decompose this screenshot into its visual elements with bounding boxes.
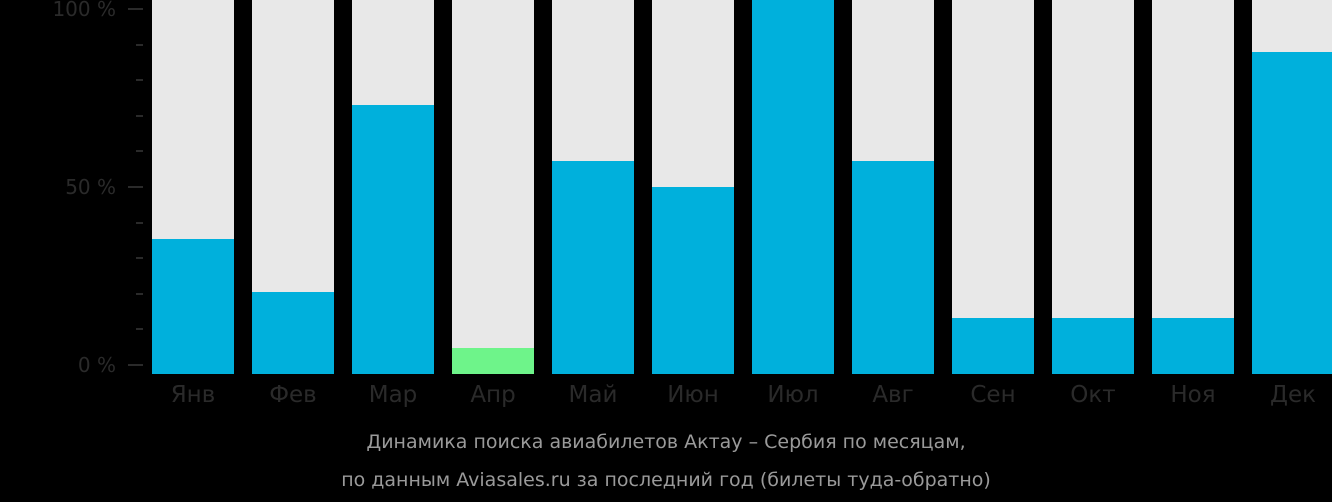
bar-Фев [252,0,334,374]
bar-Апр [452,0,534,374]
y-tick-label: 50 % [65,175,116,199]
x-tick-label: Янв [170,382,216,408]
minor-tick [136,257,143,260]
bar-value [1152,317,1234,374]
bar-Окт [1052,0,1134,374]
x-tick-label: Май [568,382,618,408]
bar-value [552,160,634,374]
major-tick [128,8,143,10]
x-tick-label: Окт [1070,382,1116,408]
x-tick-label: Авг [872,382,914,408]
x-tick-label: Апр [470,382,516,408]
bar-value [852,160,934,374]
x-tick-label: Мар [368,382,418,408]
major-tick [128,186,143,188]
bar-Июл [752,0,834,374]
bar-Янв [152,0,234,374]
bar-value [652,187,734,374]
bar-Дек [1252,0,1332,374]
x-tick-label: Ноя [1170,382,1216,408]
minor-tick [136,221,143,224]
minor-tick [136,292,143,295]
bar-Ноя [1152,0,1234,374]
minor-tick [136,43,143,46]
x-tick-label: Июл [767,382,819,408]
bar-Июн [652,0,734,374]
bar-Мар [352,0,434,374]
x-tick-label: Дек [1269,382,1316,408]
bar-value [452,347,534,374]
y-tick-label: 100 % [52,0,116,21]
minor-tick [136,114,143,117]
y-tick-label: 0 % [77,353,116,377]
minor-tick [136,150,143,153]
minor-tick [136,328,143,331]
bar-value [752,0,834,374]
bar-value [252,291,334,374]
x-tick-label: Июн [667,382,719,408]
bar-value [352,104,434,374]
bar-Май [552,0,634,374]
x-tick-label: Фев [269,382,317,408]
bar-value [1052,317,1134,374]
bar-value [1252,52,1332,374]
bar-value [952,317,1034,374]
bar-Сен [952,0,1034,374]
major-tick [128,364,143,366]
x-tick-label: Сен [970,382,1016,408]
chart-subtitle: по данным Aviasales.ru за последний год … [341,469,991,491]
bar-Авг [852,0,934,374]
bar-value [152,239,234,374]
chart-title: Динамика поиска авиабилетов Актау – Серб… [366,431,966,453]
minor-tick [136,79,143,82]
